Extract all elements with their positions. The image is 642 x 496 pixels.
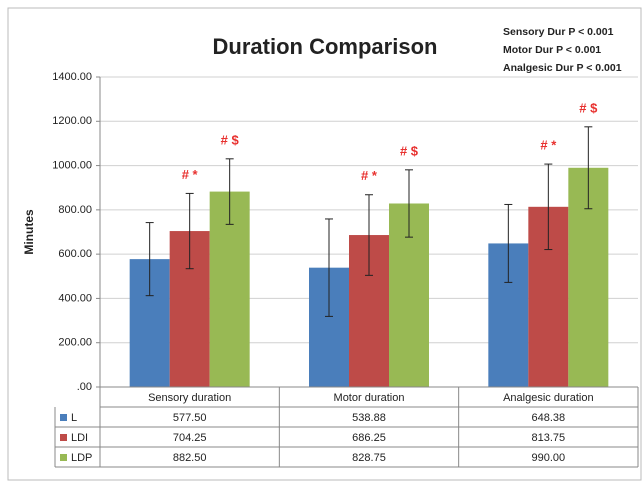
y-tick-label: 1400.00 bbox=[52, 71, 92, 83]
table-value: 538.88 bbox=[352, 412, 386, 424]
table-value: 704.25 bbox=[173, 432, 207, 444]
x-tick-label: Motor duration bbox=[334, 392, 405, 404]
legend-swatch bbox=[60, 434, 67, 441]
table-value: 882.50 bbox=[173, 452, 207, 464]
annotation: # $ bbox=[579, 100, 598, 115]
y-axis-label: Minutes bbox=[22, 209, 36, 255]
y-tick-label: 400.00 bbox=[58, 292, 92, 304]
note: Analgesic Dur P < 0.001 bbox=[503, 62, 622, 74]
legend-label: LDP bbox=[71, 452, 92, 464]
legend-swatch bbox=[60, 414, 67, 421]
table-value: 577.50 bbox=[173, 412, 207, 424]
y-tick-label: 1000.00 bbox=[52, 159, 92, 171]
legend-label: L bbox=[71, 412, 77, 424]
y-tick-label: 1200.00 bbox=[52, 115, 92, 127]
annotation: # $ bbox=[400, 143, 419, 158]
table-value: 686.25 bbox=[352, 432, 386, 444]
table-value: 990.00 bbox=[532, 452, 566, 464]
y-tick-label: 800.00 bbox=[58, 204, 92, 216]
note: Motor Dur P < 0.001 bbox=[503, 44, 601, 56]
table-value: 648.38 bbox=[532, 412, 566, 424]
x-tick-label: Analgesic duration bbox=[503, 392, 594, 404]
note: Sensory Dur P < 0.001 bbox=[503, 26, 614, 38]
table-value: 828.75 bbox=[352, 452, 386, 464]
annotation: # * bbox=[361, 168, 378, 183]
y-tick-label: 200.00 bbox=[58, 337, 92, 349]
x-tick-label: Sensory duration bbox=[148, 392, 231, 404]
chart-title: Duration Comparison bbox=[213, 34, 438, 59]
annotation: # * bbox=[540, 138, 557, 153]
annotation: # * bbox=[182, 167, 199, 182]
y-tick-label: .00 bbox=[77, 381, 92, 393]
table-value: 813.75 bbox=[532, 432, 566, 444]
annotation: # $ bbox=[221, 132, 240, 147]
legend-label: LDI bbox=[71, 432, 88, 444]
legend-swatch bbox=[60, 454, 67, 461]
y-tick-label: 600.00 bbox=[58, 248, 92, 260]
